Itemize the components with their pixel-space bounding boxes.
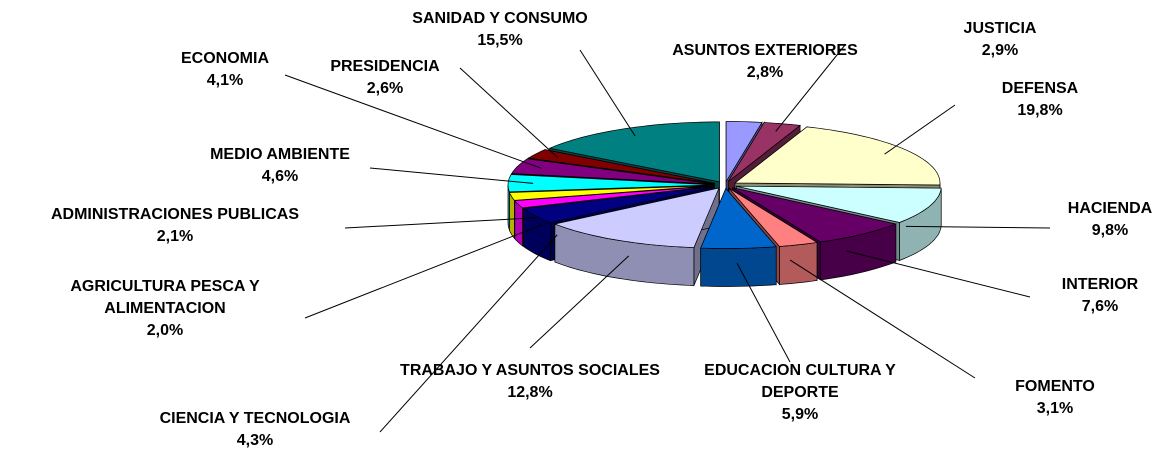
value-label: 7,6% bbox=[1081, 298, 1119, 315]
slice-label: MEDIO AMBIENTE 4,6% bbox=[130, 144, 430, 188]
slice-wall bbox=[514, 199, 523, 247]
value-label: 2,9% bbox=[981, 42, 1019, 59]
category-name: AGRICULTURA PESCA Y ALIMENTACION bbox=[70, 278, 260, 317]
slice-top bbox=[514, 185, 714, 209]
slice-top bbox=[733, 126, 941, 186]
category-name: HACIENDA bbox=[1067, 200, 1153, 217]
value-label: 4,6% bbox=[261, 168, 299, 185]
value-label: 12,8% bbox=[507, 384, 553, 401]
leader-line bbox=[284, 74, 542, 169]
category-name: SANIDAD Y CONSUMO bbox=[412, 10, 588, 27]
category-name: DEFENSA bbox=[1001, 80, 1079, 97]
category-name: CIENCIA Y TECNOLOGIA bbox=[159, 410, 351, 427]
value-label: 19,8% bbox=[1017, 102, 1063, 119]
category-name: EDUCACION CULTURA Y DEPORTE bbox=[704, 362, 896, 401]
slice-label: PRESIDENCIA 2,6% bbox=[235, 56, 535, 100]
slice-top bbox=[728, 188, 819, 247]
slice-label: ASUNTOS EXTERIORES 2,8% bbox=[615, 40, 915, 84]
value-label: 15,5% bbox=[477, 32, 523, 49]
leader-line bbox=[529, 255, 630, 349]
value-label: 2,1% bbox=[156, 228, 194, 245]
value-label: 4,1% bbox=[206, 72, 244, 89]
slice-top bbox=[508, 185, 714, 201]
leader-line bbox=[789, 259, 976, 379]
slice-top bbox=[507, 174, 714, 193]
value-label: 3,1% bbox=[1036, 400, 1074, 417]
category-name: ECONOMIA bbox=[181, 50, 269, 67]
leader-line bbox=[459, 67, 559, 159]
leader-line bbox=[736, 262, 791, 363]
value-label: 2,8% bbox=[746, 64, 784, 81]
slice bbox=[553, 187, 720, 286]
slice-top bbox=[725, 121, 763, 183]
leader-line bbox=[344, 217, 537, 229]
slice-top bbox=[511, 158, 714, 185]
category-name: INTERIOR bbox=[1061, 276, 1139, 293]
slice-label: FOMENTO 3,1% bbox=[905, 376, 1167, 420]
slice-label: AGRICULTURA PESCA Y ALIMENTACION 2,0% bbox=[15, 276, 315, 342]
slice-label: ECONOMIA 4,1% bbox=[75, 48, 375, 92]
leader-line bbox=[905, 225, 1051, 229]
slice-top bbox=[522, 186, 715, 224]
slice-top bbox=[527, 149, 715, 184]
slice-top bbox=[548, 121, 720, 183]
slice-label: DEFENSA 19,8% bbox=[890, 78, 1167, 122]
slice-wall bbox=[779, 242, 818, 285]
category-name: TRABAJO Y ASUNTOS SOCIALES bbox=[400, 362, 660, 379]
leader-line bbox=[845, 250, 1031, 298]
slice-top bbox=[736, 185, 942, 223]
leader-line bbox=[304, 224, 543, 319]
slice-top bbox=[700, 187, 777, 249]
slice-top bbox=[553, 187, 720, 248]
category-name: ASUNTOS EXTERIORES bbox=[672, 42, 858, 59]
value-label: 9,8% bbox=[1091, 222, 1129, 239]
slice-label: INTERIOR 7,6% bbox=[950, 274, 1167, 318]
leader-line bbox=[884, 104, 956, 155]
category-name: FOMENTO bbox=[1015, 378, 1095, 395]
value-label: 2,0% bbox=[146, 322, 184, 339]
value-label: 4,3% bbox=[236, 432, 274, 449]
category-name: ADMINISTRACIONES PUBLICAS bbox=[50, 206, 299, 223]
leader-line bbox=[579, 49, 636, 137]
value-label: 5,9% bbox=[781, 406, 819, 423]
category-name: JUSTICIA bbox=[963, 20, 1037, 37]
leader-line bbox=[775, 44, 846, 132]
slice-label: JUSTICIA 2,9% bbox=[850, 18, 1150, 62]
slice-label: EDUCACION CULTURA Y DEPORTE 5,9% bbox=[650, 360, 950, 426]
leader-line bbox=[369, 167, 534, 184]
category-name: MEDIO AMBIENTE bbox=[210, 146, 350, 163]
leader-line bbox=[379, 234, 558, 433]
slice-label: SANIDAD Y CONSUMO 15,5% bbox=[350, 8, 650, 52]
slice bbox=[700, 187, 777, 287]
value-label: 2,6% bbox=[366, 80, 404, 97]
slice-label: TRABAJO Y ASUNTOS SOCIALES 12,8% bbox=[380, 360, 680, 404]
slice-label: CIENCIA Y TECNOLOGIA 4,3% bbox=[105, 408, 405, 452]
slice-label: ADMINISTRACIONES PUBLICAS 2,1% bbox=[25, 204, 325, 248]
slice-top bbox=[732, 187, 898, 243]
category-name: PRESIDENCIA bbox=[330, 58, 440, 75]
slice-label: HACIENDA 9,8% bbox=[960, 198, 1167, 242]
